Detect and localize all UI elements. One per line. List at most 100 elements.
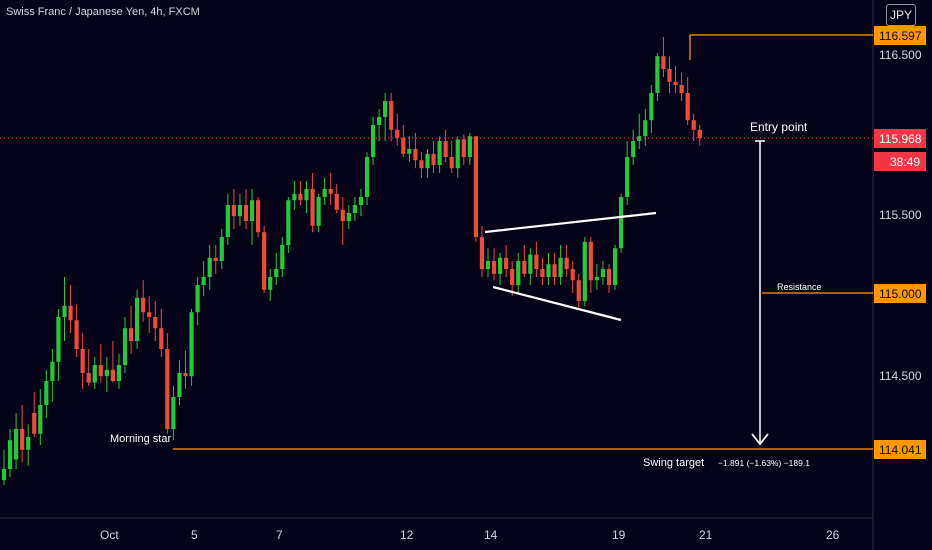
candle-body [455,139,460,169]
candle-body [122,328,128,365]
chart-title: Swiss Franc / Japanese Yen, 4h, FXCM [6,6,200,18]
candle-body [128,328,134,341]
candle-body [189,312,194,377]
resistance-label: Resistance [777,282,822,292]
candle-body [504,257,509,269]
candle-body [310,189,315,226]
candle-body [637,136,642,141]
time-tick: 12 [400,528,414,542]
candle-body [62,305,67,317]
candle-body [534,254,539,269]
candle-body [32,413,37,434]
measure-arrow-head-icon [751,433,769,446]
candle-body [358,197,364,205]
candle-body [80,349,85,373]
candle-body [588,241,593,281]
candle-body [661,56,666,69]
candle-body [546,264,551,277]
candle-body [431,153,436,165]
candle-body [576,280,581,301]
candles-layer [1,37,702,485]
price-tick: 116.500 [879,48,922,62]
candle-body [498,257,503,274]
time-tick: 26 [826,528,840,542]
candle-body [619,197,624,249]
candle-body [213,257,218,261]
svg-text:115.968: 115.968 [879,132,922,146]
candle-body [679,85,684,93]
candle-body [425,153,430,169]
candle-body [540,269,545,277]
candle-body [643,120,648,137]
candle-body [86,373,91,383]
candle-body [274,269,279,277]
measure-readout: −1.891 (−1.63%) −189.1 [718,458,810,468]
candle-body [268,277,273,290]
countdown-tag: 38:49 [874,152,926,171]
candle-body [322,189,327,197]
candle-body [461,139,466,157]
candle-body [74,320,79,349]
candle-body [485,261,491,269]
candle-body [443,141,448,157]
candle-body [104,369,109,377]
candle-body [183,373,188,377]
candle-body [582,241,587,301]
candle-body [298,193,303,201]
triangle-upper-trendline[interactable] [484,211,657,234]
candle-body [98,365,103,377]
candle-body [26,437,31,450]
morning-star-label: Morning star [110,433,171,445]
swing-target-label: Swing target [643,457,704,469]
candle-body [141,297,146,313]
candle-body [346,213,351,221]
candle-body [20,429,25,450]
candle-body [50,361,55,381]
candle-body [316,197,321,226]
candle-body [600,269,606,277]
candle-body [171,397,176,429]
candle-body [673,81,678,85]
candle-body [177,373,182,397]
price-tag-swing-target: 114.041 [874,440,926,459]
candle-body [370,125,376,157]
candle-body [135,297,140,341]
candle-body [165,349,170,429]
price-tick: 115.500 [879,208,922,222]
candle-body [473,136,478,237]
candle-body [256,200,261,233]
candle-body [38,405,43,434]
candle-body [340,209,345,221]
candle-body [570,269,575,281]
candle-body [528,254,533,274]
candle-body [655,56,660,93]
currency-button[interactable]: JPY [886,4,916,26]
candle-body [389,101,394,130]
candle-body [401,137,406,154]
time-tick: 5 [191,528,198,542]
candle-body [328,189,333,194]
candle-body [249,200,255,221]
candle-body [304,189,309,201]
candle-body [201,277,206,285]
candle-body [153,317,158,329]
time-tick: 7 [276,528,283,542]
candle-body [377,117,382,125]
candle-body [243,205,249,221]
candle-body [437,141,442,165]
candle-body [395,129,400,138]
candle-body [225,205,230,237]
candle-body [564,257,569,269]
triangle-lower-trendline[interactable] [492,285,622,322]
candle-body [419,160,424,169]
candle-body [685,93,690,121]
candle-body [625,157,630,197]
candle-body [631,141,636,157]
candle-body [159,328,164,349]
candle-body [116,365,122,381]
candle-body [491,261,497,274]
candle-body [352,205,357,213]
candle-body [407,149,412,154]
price-tick: 114.500 [879,369,922,383]
